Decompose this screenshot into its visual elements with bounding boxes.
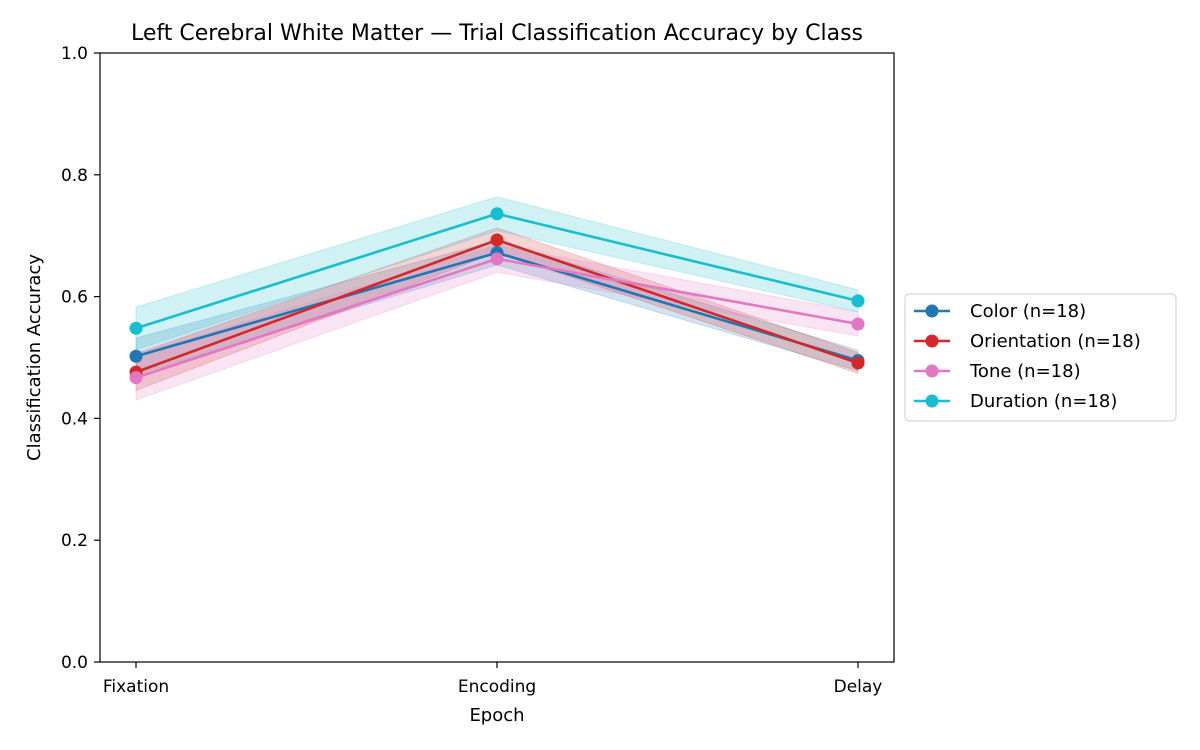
data-point-0-0 [129, 349, 143, 363]
legend-swatch-marker-3 [925, 394, 939, 408]
x-tick-label-2: Delay [834, 677, 883, 697]
data-point-2-0 [129, 371, 143, 385]
legend: Color (n=18) Orientation (n=18) Tone (n=18… [904, 293, 1177, 422]
legend-swatch-marker-0 [925, 304, 939, 318]
legend-label-1: Orientation (n=18) [970, 331, 1141, 352]
y-tick-label-3: 0.6 [61, 288, 88, 308]
legend-swatch-marker-1 [925, 334, 939, 348]
confidence-band-1 [135, 227, 859, 392]
x-tick-label-1: Encoding [458, 677, 536, 697]
legend-label-0: Color (n=18) [970, 301, 1086, 322]
y-tick-label-4: 0.8 [61, 166, 88, 186]
y-tick-label-0: 0.0 [61, 653, 88, 673]
legend-label-3: Duration (n=18) [970, 391, 1117, 412]
data-point-3-2 [851, 294, 865, 308]
legend-swatch-marker-2 [925, 364, 939, 378]
x-axis-label: Epoch [469, 705, 524, 726]
legend-items: Color (n=18) Orientation (n=18) Tone (n=18… [914, 301, 1141, 412]
y-axis: 0.0 0.2 0.4 0.6 0.8 1.0 [61, 44, 100, 673]
confidence-band-3 [135, 196, 859, 351]
legend-label-2: Tone (n=18) [969, 361, 1081, 382]
series-points [129, 207, 865, 385]
y-axis-label: Classification Accuracy [24, 254, 45, 461]
chart-title: Left Cerebral White Matter — Trial Class… [131, 21, 863, 46]
y-tick-label-2: 0.4 [61, 409, 88, 429]
data-point-2-1 [490, 252, 504, 266]
data-point-3-1 [490, 207, 504, 221]
y-tick-label-5: 1.0 [61, 44, 88, 64]
x-tick-label-0: Fixation [103, 677, 169, 697]
legend-frame [904, 293, 1177, 422]
y-tick-label-1: 0.2 [61, 531, 88, 551]
confidence-bands [135, 196, 859, 401]
data-point-1-2 [851, 356, 865, 370]
data-point-3-0 [129, 321, 143, 335]
data-point-1-1 [490, 233, 504, 247]
data-point-2-2 [851, 317, 865, 331]
x-axis: Fixation Encoding Delay [103, 662, 883, 697]
